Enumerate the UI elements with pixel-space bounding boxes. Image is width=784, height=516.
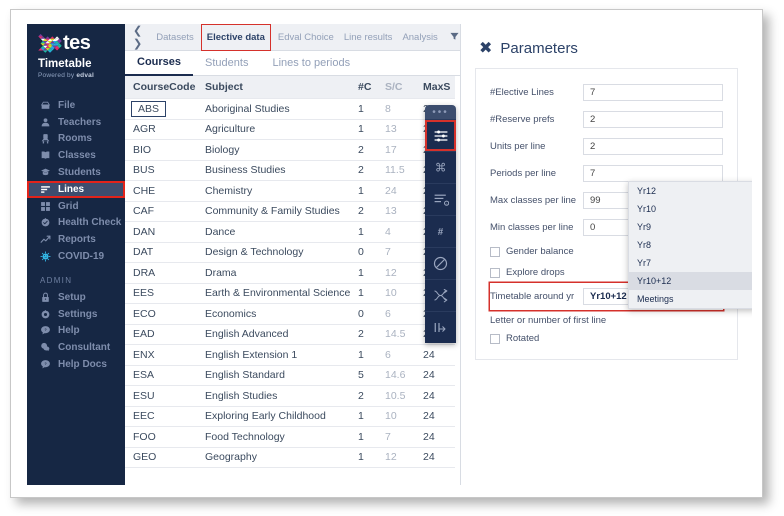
svg-text:#: #: [438, 227, 444, 238]
svg-text:⌘: ⌘: [435, 162, 446, 174]
svg-text:0: 0: [445, 202, 447, 206]
